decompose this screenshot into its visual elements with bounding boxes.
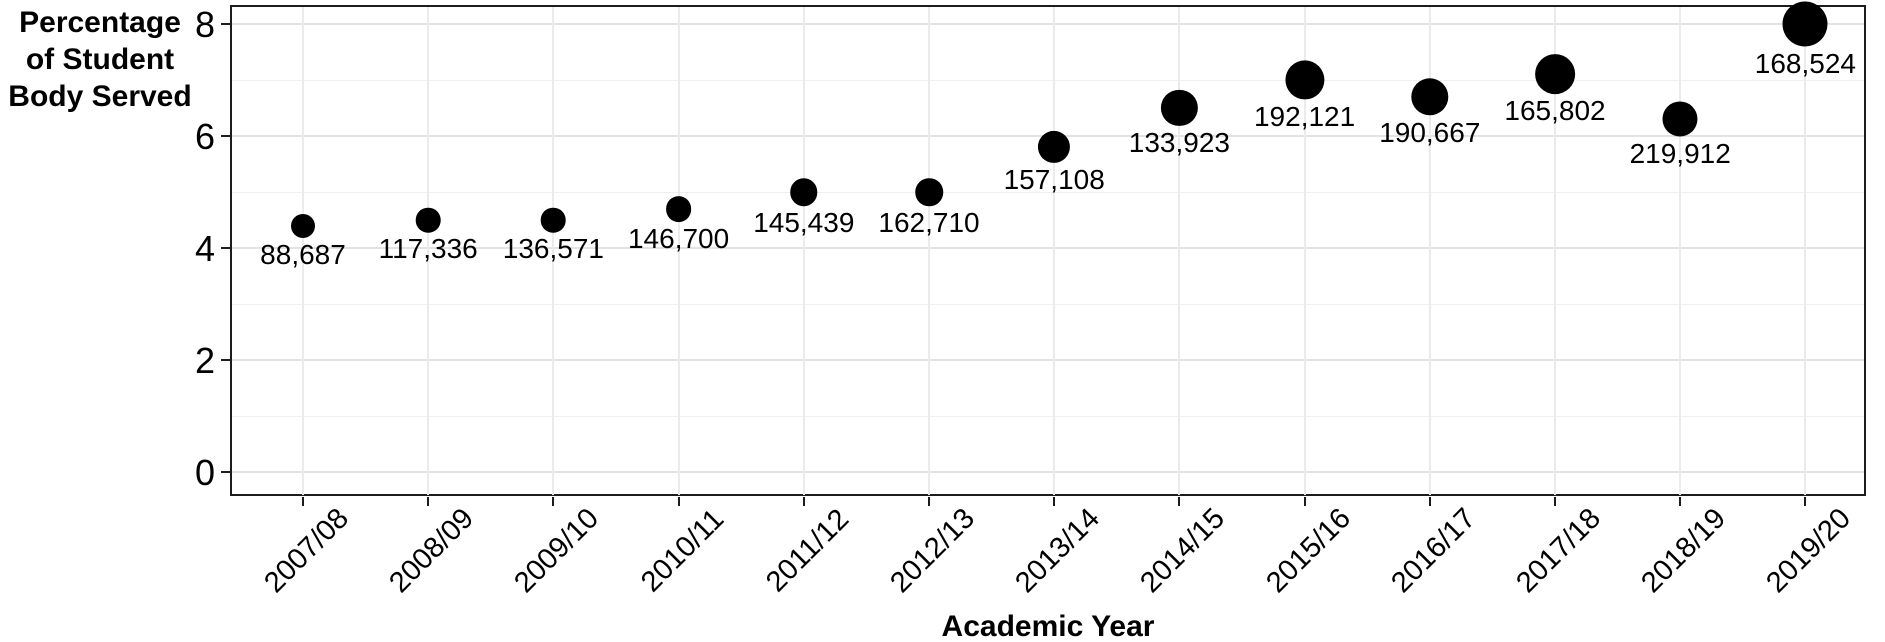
x-tick-label: 2019/20 (1760, 502, 1858, 600)
y-tick-label: 4 (194, 228, 215, 269)
data-point-label: 136,571 (502, 233, 604, 265)
x-axis-tick (802, 497, 805, 506)
x-axis-tick (1679, 497, 1682, 506)
data-point (665, 195, 692, 222)
major-gridline (232, 471, 1864, 473)
vertical-gridline (802, 7, 805, 495)
vertical-gridline (427, 7, 430, 495)
data-point (541, 207, 566, 233)
x-tick-label: 2009/10 (508, 502, 606, 600)
y-axis-tick (221, 471, 230, 473)
data-point-label: 165,802 (1504, 95, 1606, 127)
data-point (291, 213, 315, 238)
x-axis-tick (1428, 497, 1431, 506)
data-point (1782, 1, 1828, 47)
plot-panel (230, 5, 1866, 496)
y-axis-title-line: Percentage (19, 6, 181, 39)
minor-gridline (232, 80, 1864, 81)
data-point-label: 219,912 (1629, 137, 1731, 169)
y-axis-title-line: Body Served (8, 80, 192, 113)
data-point (915, 178, 943, 206)
minor-gridline (232, 192, 1864, 193)
data-point-label: 146,700 (627, 222, 730, 254)
data-point-label: 133,923 (1128, 127, 1230, 159)
x-axis-tick (1053, 497, 1056, 506)
x-tick-label: 2017/18 (1510, 502, 1608, 600)
x-tick-label: 2011/12 (759, 503, 856, 599)
x-tick-label: 2013/14 (1009, 502, 1107, 600)
data-point-label: 157,108 (1003, 164, 1105, 196)
data-point (1535, 54, 1575, 95)
data-point-label: 192,121 (1253, 100, 1356, 132)
data-point (1285, 60, 1325, 100)
data-point-label: 88,687 (260, 238, 346, 270)
data-point (1038, 131, 1071, 164)
x-axis-title: Academic Year (941, 610, 1155, 642)
vertical-gridline (302, 7, 304, 495)
major-gridline (232, 359, 1864, 361)
data-point (1161, 89, 1198, 127)
x-axis-tick (302, 497, 304, 506)
vertical-gridline (1303, 7, 1306, 495)
x-axis-tick (552, 497, 555, 506)
vertical-gridline (928, 7, 930, 495)
vertical-gridline (1804, 7, 1807, 495)
data-point-label: 117,336 (378, 233, 478, 265)
x-tick-label: 2015/16 (1259, 502, 1357, 600)
y-axis-tick (221, 135, 230, 137)
data-point-label: 145,439 (753, 206, 855, 238)
y-axis-tick (221, 247, 230, 249)
data-point (1411, 78, 1449, 116)
x-axis-tick (1303, 497, 1306, 506)
x-axis-tick (1178, 497, 1181, 506)
data-point-label: 168,524 (1754, 47, 1856, 79)
y-axis-title-line: of Student (25, 43, 175, 76)
vertical-gridline (552, 7, 555, 495)
vertical-gridline (1178, 7, 1181, 495)
vertical-gridline (1554, 7, 1556, 495)
x-tick-label: 2018/19 (1635, 502, 1733, 600)
x-tick-label: 2016/17 (1385, 502, 1482, 600)
data-point-label: 190,667 (1379, 116, 1481, 148)
x-axis-tick (677, 497, 680, 506)
y-tick-label: 6 (194, 116, 215, 157)
major-gridline (232, 23, 1864, 25)
y-tick-label: 2 (194, 340, 215, 381)
data-point (790, 178, 818, 206)
x-tick-label: 2007/08 (258, 502, 356, 600)
x-tick-label: 2014/15 (1134, 502, 1232, 600)
y-axis-tick (221, 23, 230, 25)
vertical-gridline (1679, 7, 1682, 495)
y-tick-label: 8 (194, 4, 215, 45)
vertical-gridline (1053, 7, 1056, 495)
data-point (1662, 101, 1698, 137)
x-axis-tick (1804, 497, 1807, 506)
minor-gridline (232, 416, 1864, 417)
y-axis-tick (221, 359, 230, 361)
data-point-label: 162,710 (878, 206, 980, 238)
data-point (415, 207, 441, 233)
x-axis-tick (1554, 497, 1556, 506)
major-gridline (232, 247, 1864, 249)
vertical-gridline (677, 7, 680, 495)
vertical-gridline (1428, 7, 1431, 495)
x-tick-label: 2012/13 (884, 502, 982, 600)
y-axis-title: Percentage of Student Body Served (0, 4, 200, 115)
y-tick-label: 0 (194, 452, 215, 493)
x-tick-label: 2010/11 (634, 503, 730, 599)
x-tick-label: 2008/09 (383, 502, 481, 600)
x-axis-tick (427, 497, 430, 506)
minor-gridline (232, 304, 1864, 305)
x-axis-tick (928, 497, 930, 506)
